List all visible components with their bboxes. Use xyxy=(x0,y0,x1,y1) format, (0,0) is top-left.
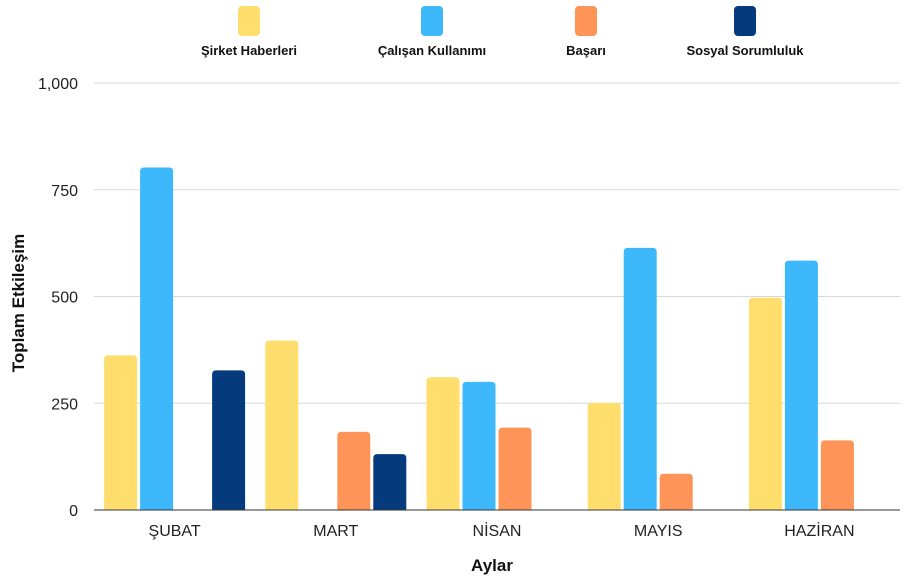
x-tick-label: MART xyxy=(313,523,358,540)
legend-swatch xyxy=(734,6,756,36)
bars xyxy=(104,167,854,510)
x-tick-label: NİSAN xyxy=(473,521,522,540)
legend-swatch xyxy=(575,6,597,36)
y-tick-label: 750 xyxy=(51,183,78,200)
bar xyxy=(140,167,174,510)
bar xyxy=(784,260,818,510)
bar xyxy=(104,355,138,510)
bar xyxy=(623,247,657,510)
y-tick-label: 0 xyxy=(69,503,78,520)
legend-label: Şirket Haberleri xyxy=(201,43,297,58)
bar xyxy=(820,440,854,510)
y-tick-label: 250 xyxy=(51,396,78,413)
x-tick-label: HAZİRAN xyxy=(784,521,854,540)
legend: Şirket Haberleri Çalışan Kullanımı Başarı S… xyxy=(201,6,804,58)
bar xyxy=(748,297,782,510)
bar xyxy=(265,340,299,510)
legend-swatch xyxy=(238,6,260,36)
bar xyxy=(337,431,371,510)
bar xyxy=(659,473,693,510)
bar xyxy=(426,377,460,510)
legend-swatch xyxy=(421,6,443,36)
axes: 0 250 500 750 1,000 ŞUBAT MART NİSAN MAYIS HAZİRA… xyxy=(38,76,900,540)
x-tick-label: MAYIS xyxy=(634,523,683,540)
bar xyxy=(498,427,532,510)
x-tick-label: ŞUBAT xyxy=(149,523,201,540)
x-axis-title: Aylar xyxy=(471,556,513,575)
legend-label: Başarı xyxy=(566,43,606,58)
bar xyxy=(587,402,621,510)
legend-label: Çalışan Kullanımı xyxy=(378,43,486,58)
y-axis-title: Toplam Etkileşim xyxy=(9,234,28,373)
bar xyxy=(212,370,246,510)
bar xyxy=(462,381,496,510)
bar xyxy=(373,454,407,510)
legend-label: Sosyal Sorumluluk xyxy=(686,43,804,58)
y-tick-label: 500 xyxy=(51,290,78,307)
y-tick-label: 1,000 xyxy=(38,76,78,93)
